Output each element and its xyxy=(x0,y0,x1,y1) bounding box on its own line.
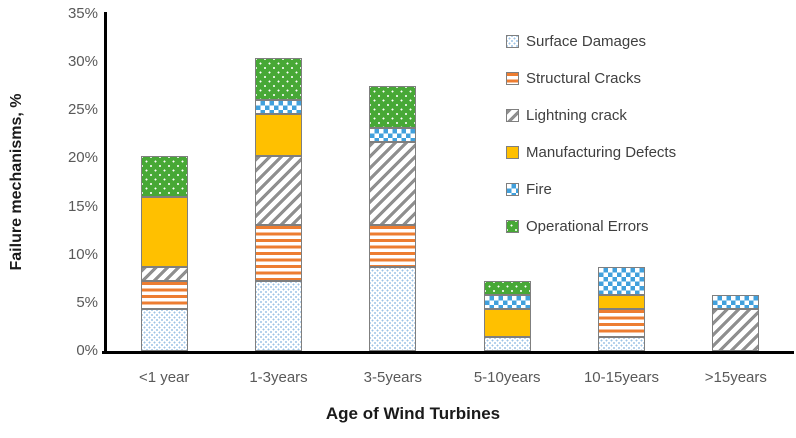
legend: Surface Damages Structural Cracks Lightnin… xyxy=(506,29,676,251)
x-axis-title: Age of Wind Turbines xyxy=(325,404,501,423)
bar-segment xyxy=(598,295,645,310)
x-tick-label: 10-15years xyxy=(583,369,660,386)
y-tick-label: 35% xyxy=(67,5,98,22)
x-tick-label: >15years xyxy=(704,369,767,386)
surface-pattern-swatch-icon xyxy=(506,34,519,48)
stacked-bar xyxy=(369,14,417,351)
x-tick-label: 5-10years xyxy=(473,369,541,386)
bar-segment xyxy=(140,197,188,268)
structural-pattern-swatch-icon xyxy=(506,71,519,85)
legend-item: Structural Cracks xyxy=(506,66,676,90)
legend-label: Fire xyxy=(526,180,552,198)
y-tick-label: 20% xyxy=(67,149,98,167)
bar-segment xyxy=(255,113,302,156)
legend-label: Manufacturing Defects xyxy=(526,143,677,161)
stacked-bar xyxy=(140,14,188,351)
y-tick-label: 15% xyxy=(67,197,98,215)
x-tick-label: 1-3years xyxy=(249,369,308,386)
plot-area xyxy=(107,14,793,351)
fire-pattern-swatch-icon xyxy=(506,182,519,196)
bar-segment xyxy=(369,225,417,268)
legend-label: Structural Cracks xyxy=(526,69,642,87)
bar-segment xyxy=(598,337,645,351)
bar-segment xyxy=(483,295,531,310)
stacked-bar xyxy=(712,14,760,351)
y-axis-line xyxy=(104,12,107,353)
legend-item: Operational Errors xyxy=(506,214,676,238)
y-axis-title: Failure mechanisms, % xyxy=(8,93,25,271)
bar-segment xyxy=(140,281,188,310)
bar-segment xyxy=(369,85,417,128)
bar-segment xyxy=(598,309,645,338)
y-tick-label: 0% xyxy=(76,342,98,359)
bar-segment xyxy=(712,295,760,310)
bar-segment xyxy=(140,309,188,351)
bar-segment xyxy=(255,57,302,100)
bar-segment xyxy=(369,127,417,142)
legend-item: Fire xyxy=(506,177,676,201)
manufacturing-pattern-swatch-icon xyxy=(506,145,519,159)
lightning-pattern-swatch-icon xyxy=(506,108,519,122)
bar-segment xyxy=(255,225,302,282)
operational-pattern-swatch-icon xyxy=(506,219,519,233)
legend-item: Surface Damages xyxy=(506,29,676,53)
x-axis-line xyxy=(102,351,794,354)
bar-segment xyxy=(255,99,302,114)
bar-segment xyxy=(598,267,645,296)
bar-segment xyxy=(483,281,531,296)
bar-segment xyxy=(140,155,188,198)
bar-segment xyxy=(712,309,760,351)
stacked-bar xyxy=(255,14,302,351)
stacked-bar xyxy=(598,14,645,351)
x-tick-label: <1 year xyxy=(138,369,190,386)
legend-item: Manufacturing Defects xyxy=(506,140,676,164)
legend-label: Lightning crack xyxy=(526,106,627,124)
bar-segment xyxy=(369,141,417,226)
x-tick-label: 3-5years xyxy=(363,369,422,386)
bar-segment xyxy=(255,281,302,351)
legend-item: Lightning crack xyxy=(506,103,676,127)
bar-segment xyxy=(255,155,302,226)
bar-segment xyxy=(483,309,531,338)
bar-segment xyxy=(369,267,417,351)
bar-segment xyxy=(483,337,531,351)
stacked-bar xyxy=(483,14,531,351)
y-tick-label: 25% xyxy=(67,101,98,119)
y-tick-label: 5% xyxy=(76,293,98,311)
y-tick-label: 30% xyxy=(67,53,98,71)
legend-label: Surface Damages xyxy=(526,32,647,50)
legend-label: Operational Errors xyxy=(526,217,649,235)
y-tick-label: 10% xyxy=(67,245,98,263)
bar-segment xyxy=(140,267,188,282)
